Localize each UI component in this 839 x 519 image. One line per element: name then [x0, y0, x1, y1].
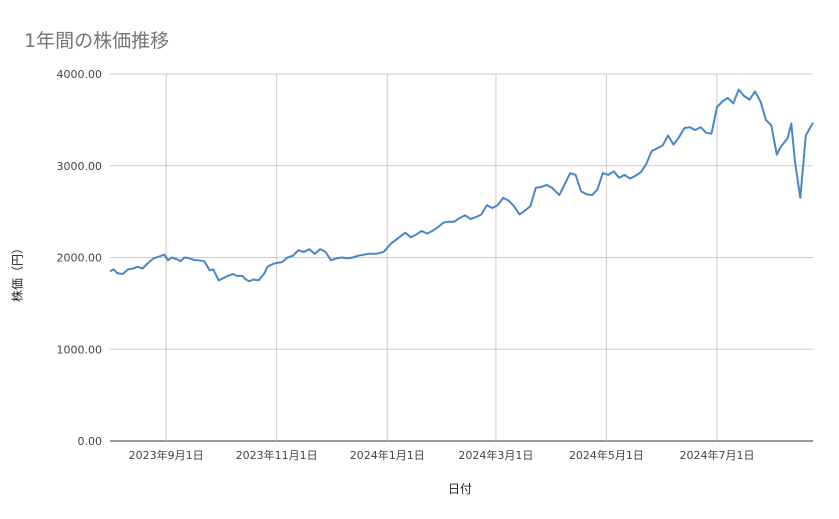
x-tick-label: 2024年1月1日: [350, 448, 425, 462]
x-axis-label: 日付: [447, 482, 473, 496]
chart-title: 1年間の株価推移: [24, 30, 170, 52]
y-tick-label: 1000.00: [57, 343, 103, 356]
y-tick-label: 2000.00: [57, 252, 103, 265]
x-tick-label: 2024年3月1日: [458, 448, 533, 462]
series-line: [109, 88, 814, 283]
x-tick-label: 2024年5月1日: [569, 448, 644, 462]
x-tick-label: 2024年7月1日: [679, 448, 754, 462]
x-tick-label: 2023年11月1日: [236, 448, 318, 462]
y-tick-label: 0.00: [78, 435, 103, 448]
x-tick-label: 2023年9月1日: [129, 448, 204, 462]
y-tick-label: 4000.00: [57, 68, 103, 81]
y-tick-label: 3000.00: [57, 160, 103, 173]
